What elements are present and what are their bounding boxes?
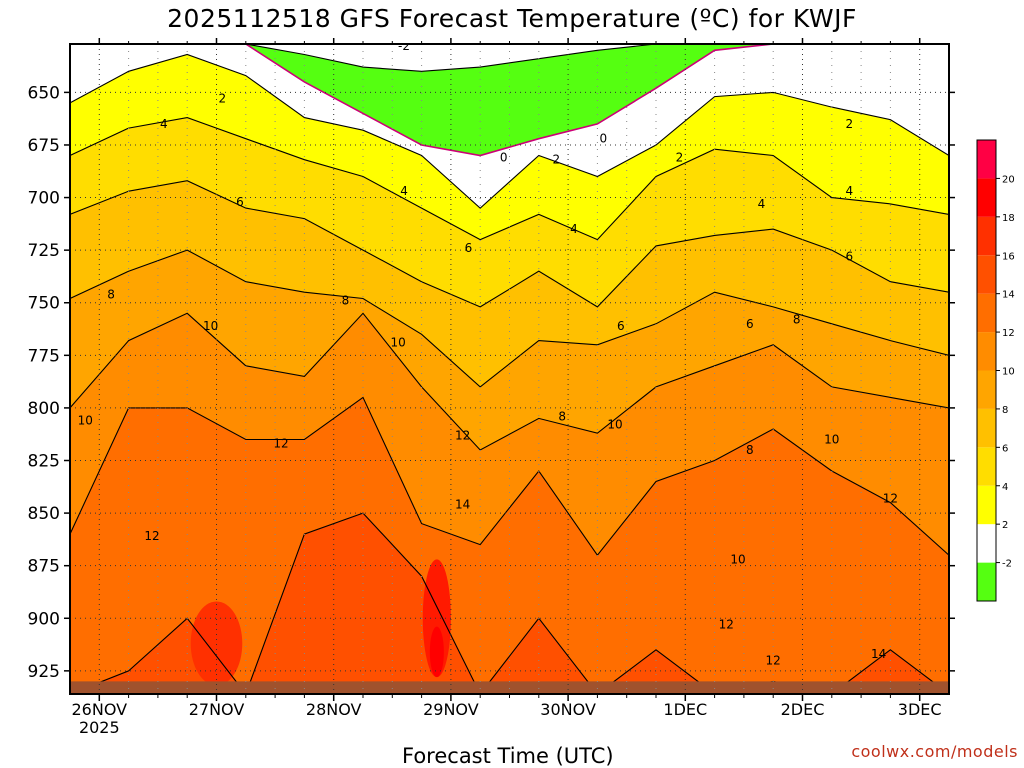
- colorbar-label: 16: [1002, 251, 1015, 262]
- isotherm-8: [70, 249, 949, 388]
- contour-label: 14: [871, 647, 886, 661]
- colorbar-swatch: [977, 524, 996, 563]
- contour-label: 12: [766, 653, 781, 667]
- x-tick-label: 28NOV: [306, 700, 362, 719]
- contour-label: 2: [846, 117, 854, 131]
- contour-label: 10: [607, 418, 622, 432]
- colorbar-label: 20: [1002, 174, 1015, 185]
- contour-label: 8: [107, 287, 115, 301]
- x-tick-label: 26NOV: [72, 700, 128, 719]
- contour-label: 10: [730, 552, 745, 566]
- contour-label: 8: [342, 294, 350, 308]
- x-tick-label: 29NOV: [423, 700, 479, 719]
- colorbar-swatch: [977, 408, 996, 448]
- y-tick-label: 725: [28, 241, 60, 261]
- colorbar-swatch: [977, 178, 996, 217]
- contour-label: 8: [558, 409, 566, 423]
- contour-label: 4: [570, 222, 578, 236]
- y-tick-label: 800: [28, 399, 60, 419]
- x-year-label: 2025: [79, 718, 120, 737]
- colorbar-swatch: [977, 255, 996, 294]
- colorbar-swatch: [977, 140, 996, 179]
- colorbar-label: 6: [1002, 443, 1008, 454]
- plot-area: 2 4 6 8 10 10 12 -2 0 0 2 4 6 8 10 12 12 14 8 4 6 10 2 4 6 8 10 12 2…: [70, 39, 949, 694]
- contour-label: 6: [617, 319, 625, 333]
- contour-label: 6: [236, 195, 244, 209]
- ground-surface: [70, 681, 949, 694]
- y-tick-label: 875: [28, 557, 60, 577]
- contour-label: 10: [391, 336, 406, 350]
- contour-label: 2: [553, 153, 561, 167]
- contour-label: 10: [78, 414, 93, 428]
- colorbar-label: 8: [1002, 405, 1008, 416]
- y-tick-label: 700: [28, 189, 60, 209]
- contour-label: 10: [203, 319, 218, 333]
- isotherm--2: [70, 44, 949, 72]
- contour-label: 4: [160, 117, 168, 131]
- y-tick-label: 750: [28, 294, 60, 314]
- contour-label: 6: [746, 317, 754, 331]
- contour-label: 14: [455, 498, 470, 512]
- y-tick-label: 775: [28, 346, 60, 366]
- x-tick-label: 3DEC: [898, 700, 942, 719]
- warm-core-2: [422, 559, 451, 678]
- colorbar-swatch: [977, 447, 996, 486]
- contour-label: 8: [746, 443, 754, 457]
- colorbar-label: 14: [1002, 290, 1015, 301]
- x-tick-label: 27NOV: [189, 700, 245, 719]
- colorbar-swatch: [977, 485, 996, 525]
- colorbar-label: 10: [1002, 367, 1015, 378]
- y-tick-label: 650: [28, 83, 60, 103]
- contour-label: 4: [400, 184, 408, 198]
- contour-label: 0: [500, 151, 508, 165]
- contour-label: 4: [846, 184, 854, 198]
- credit-link[interactable]: coolwx.com/models: [851, 742, 1018, 761]
- colorbar-swatch: [977, 370, 996, 409]
- contour-label: 6: [846, 249, 854, 263]
- colorbar-swatch: [977, 332, 996, 371]
- y-tick-label: 900: [28, 609, 60, 629]
- x-tick-label: 2DEC: [781, 700, 825, 719]
- contour-label: 8: [793, 313, 801, 327]
- contour-label: 2: [219, 92, 227, 106]
- warm-core-1: [190, 601, 243, 686]
- x-tick-label: 30NOV: [540, 700, 596, 719]
- colorbar-label: -2: [1002, 559, 1012, 570]
- contour-label: 2: [676, 151, 684, 165]
- contour-label: 4: [758, 197, 766, 211]
- contour-label: 0: [599, 132, 607, 146]
- colorbar-label: 18: [1002, 213, 1015, 224]
- x-tick-label: 1DEC: [663, 700, 707, 719]
- colorbar-label: 2: [1002, 520, 1008, 531]
- y-tick-label: 825: [28, 452, 60, 472]
- colorbar-swatch: [977, 216, 996, 256]
- isotherm-0: [70, 44, 949, 157]
- colorbar-swatch: [977, 562, 996, 601]
- y-tick-label: 675: [28, 136, 60, 156]
- colorbar-swatch: [977, 293, 996, 333]
- contour-label: -2: [398, 39, 410, 53]
- y-tick-label: 850: [28, 504, 60, 524]
- contour-label: 6: [465, 241, 473, 255]
- band-above-14: [70, 513, 949, 694]
- y-tick-label: 925: [28, 662, 60, 682]
- contour-label: 12: [719, 618, 734, 632]
- chart-title: 2025112518 GFS Forecast Temperature (ºC)…: [167, 4, 857, 33]
- contour-label: 12: [455, 428, 470, 442]
- contour-label: 12: [883, 491, 898, 505]
- warm-core-3: [429, 626, 444, 678]
- contour-label: 10: [824, 432, 839, 446]
- colorbar-label: 4: [1002, 482, 1008, 493]
- colorbar-label: 12: [1002, 328, 1015, 339]
- x-axis-title: Forecast Time (UTC): [402, 744, 614, 768]
- contour-label: 12: [273, 437, 288, 451]
- contour-label: 12: [144, 529, 159, 543]
